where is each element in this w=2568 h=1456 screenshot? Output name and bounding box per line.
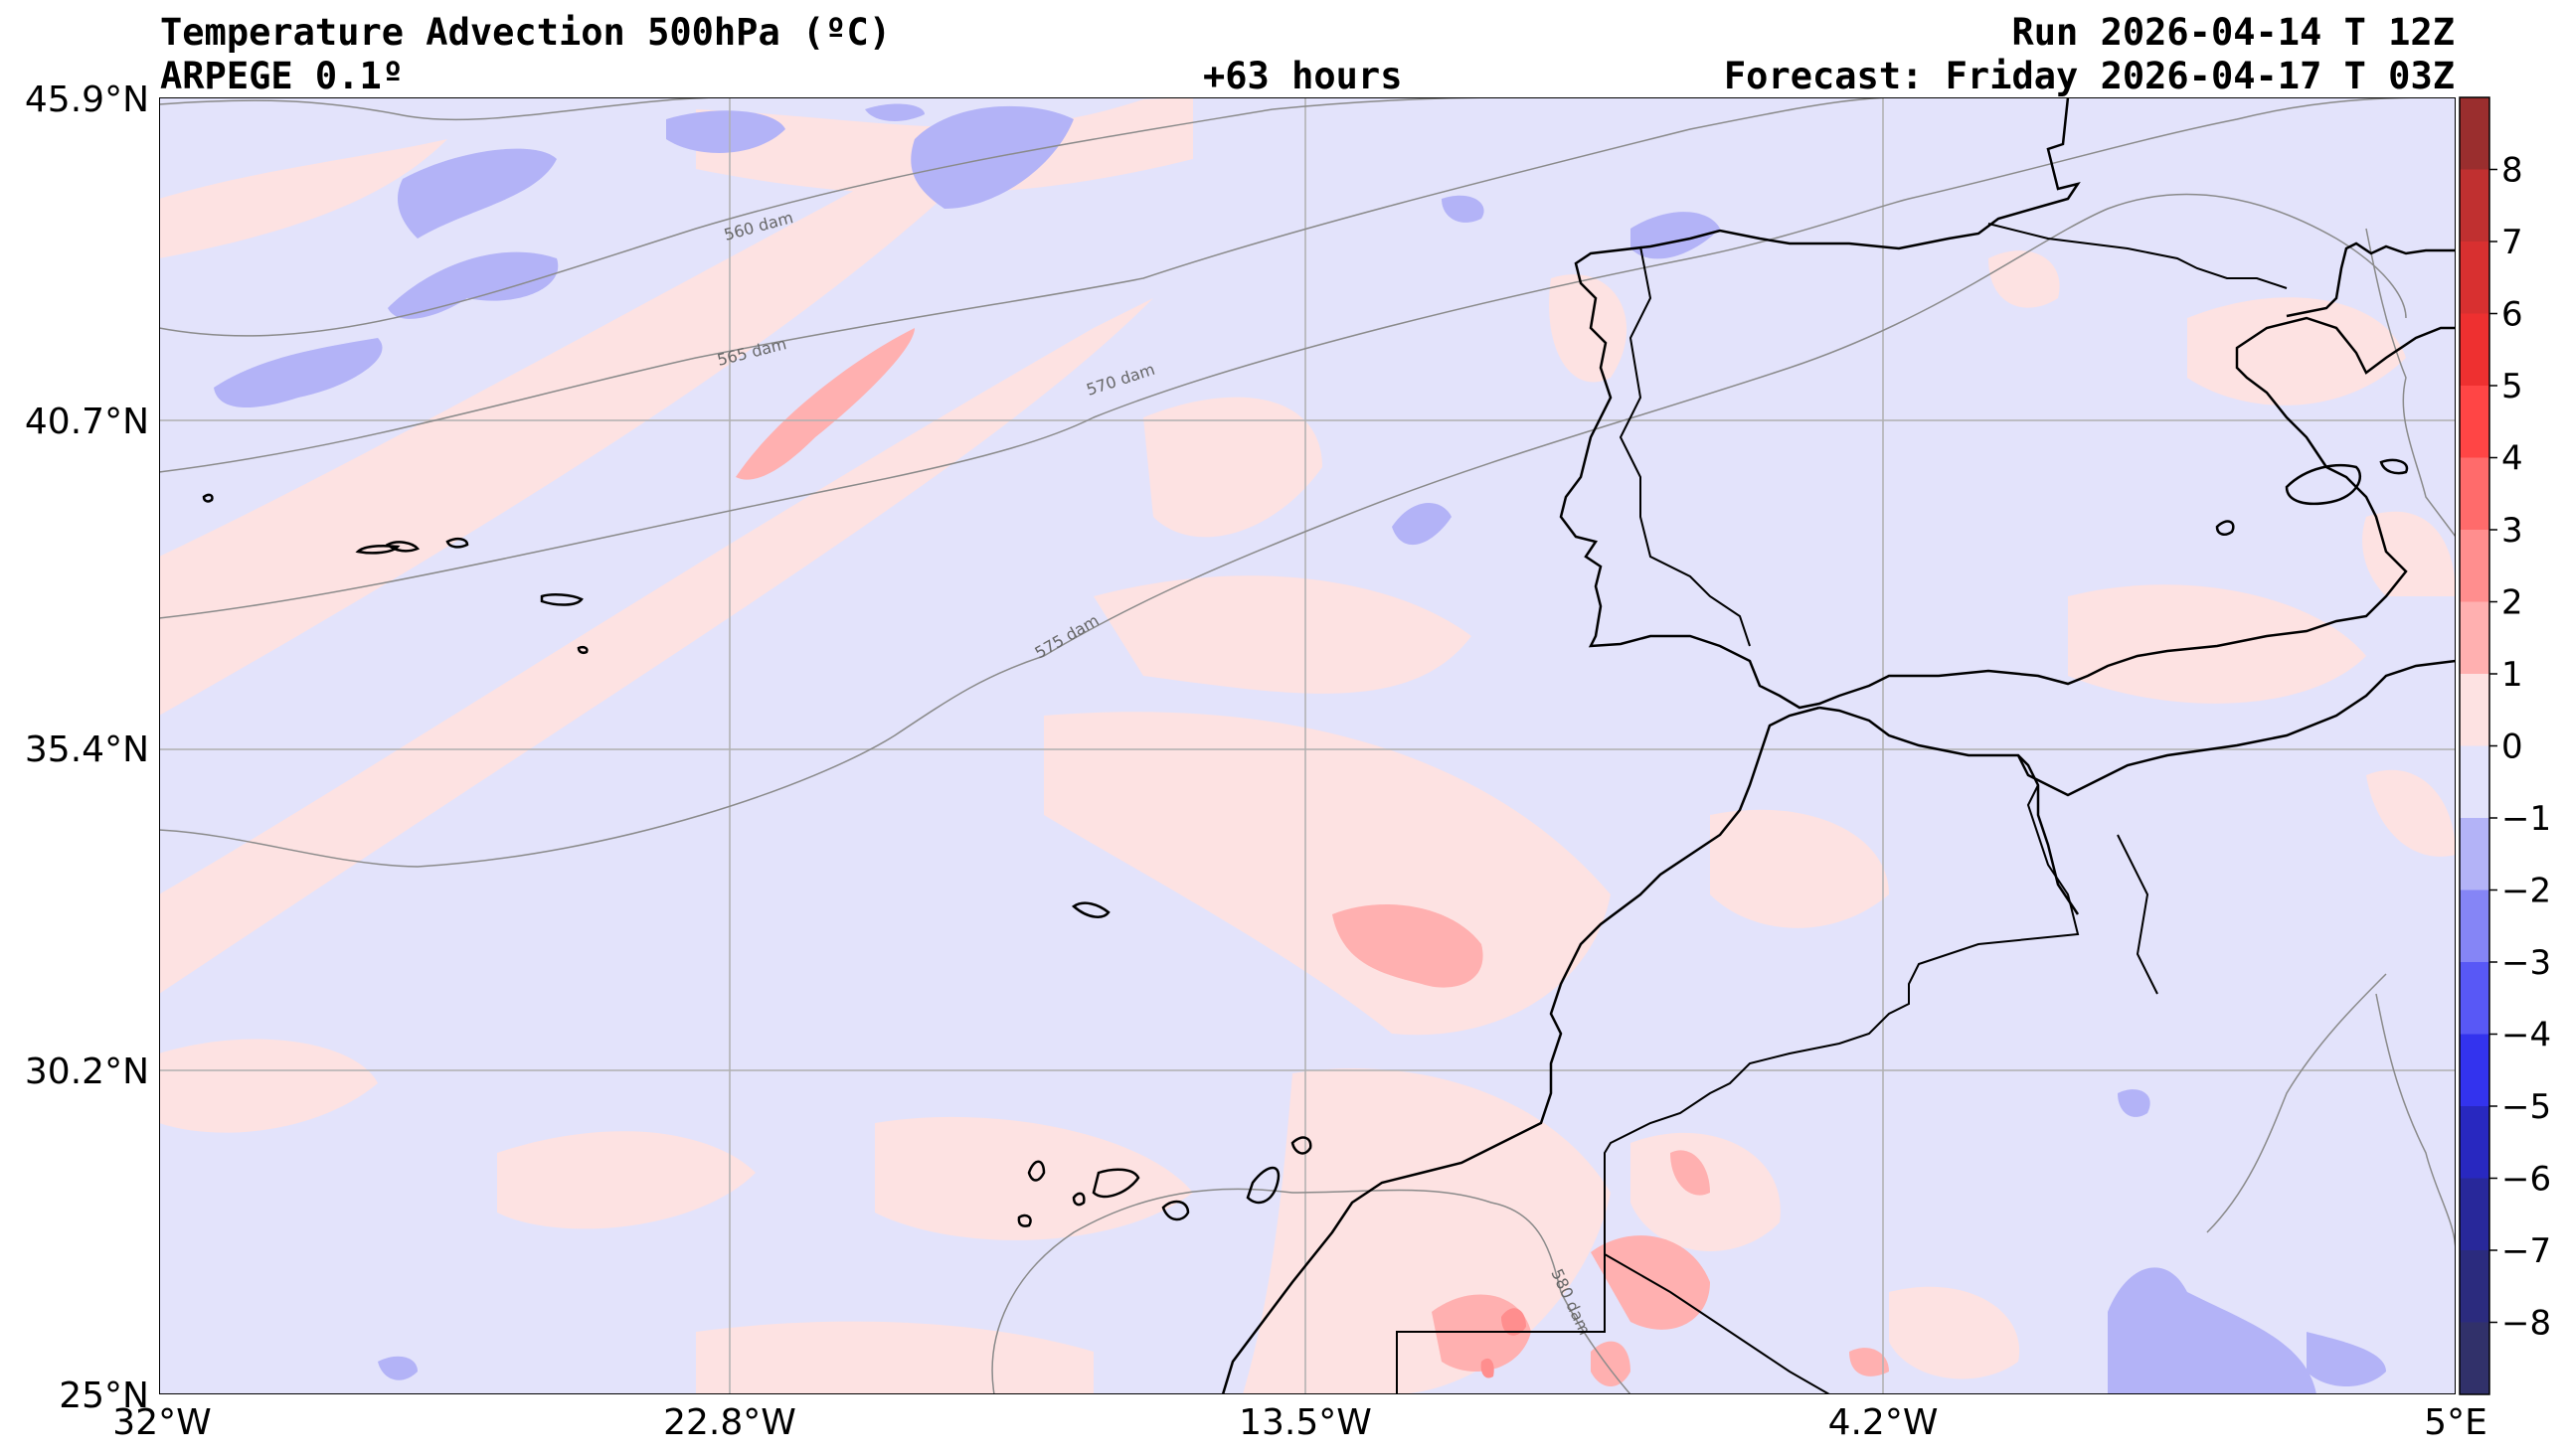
colorbar-segment xyxy=(2460,818,2489,890)
colorbar-segment xyxy=(2460,745,2489,819)
canary-7 xyxy=(1017,1213,1032,1227)
azores-1 xyxy=(355,544,401,555)
madeira xyxy=(1071,901,1111,918)
model-label: ARPEGE 0.1º xyxy=(160,55,405,97)
algeria-border-grey xyxy=(2117,834,2158,995)
lon-label: 4.2°W xyxy=(1828,1402,1939,1443)
isohypse-lines xyxy=(159,97,2456,1394)
warm-advection-strong xyxy=(1480,1308,1526,1378)
canary-4 xyxy=(1246,1166,1281,1205)
azores-4 xyxy=(540,593,584,606)
map-area: 560 dam 565 dam 570 dam 575 dam 580 dam xyxy=(159,97,2456,1394)
lon-label: 22.8°W xyxy=(663,1402,796,1443)
colorbar-tick-label: 2 xyxy=(2501,583,2523,623)
algeria-coast xyxy=(2016,659,2456,797)
colorbar-segment xyxy=(2460,1034,2489,1107)
colorbar-tick-label: −6 xyxy=(2501,1160,2551,1200)
colorbar-tick-label: −2 xyxy=(2501,872,2551,911)
morocco-algeria-border xyxy=(1604,784,2080,1254)
canary-5 xyxy=(1290,1136,1312,1155)
latitude-labels: 45.9°N 40.7°N 35.4°N 30.2°N 25°N xyxy=(25,80,149,1416)
lat-label: 30.2°N xyxy=(25,1052,149,1092)
spain-france-border xyxy=(1987,223,2288,289)
canary-6 xyxy=(1072,1192,1086,1207)
mauritania-border xyxy=(1396,1254,1606,1394)
colorbar-segment xyxy=(2460,601,2489,675)
run-label: Run 2026-04-14 T 12Z xyxy=(2011,11,2455,54)
colorbar-segment xyxy=(2460,962,2489,1035)
forecast-label: Forecast: Friday 2026-04-17 T 03Z xyxy=(1723,55,2455,97)
iberian-coast xyxy=(1559,97,2456,710)
lon-label: 5°E xyxy=(2424,1402,2487,1443)
lat-label: 45.9°N xyxy=(25,80,149,120)
colorbar-segment xyxy=(2460,457,2489,531)
colorbar-tick-label: −5 xyxy=(2501,1087,2551,1127)
azores-6 xyxy=(202,493,214,503)
colorbar-tick-label: 4 xyxy=(2501,439,2523,479)
borders xyxy=(1396,223,2288,1394)
colorbar-tick-label: 0 xyxy=(2501,728,2523,767)
lon-label: 32°W xyxy=(112,1402,211,1443)
colorbar-tick-label: −3 xyxy=(2501,943,2551,983)
colorbar-tick-label: −1 xyxy=(2501,799,2551,839)
coastlines xyxy=(202,97,2456,1394)
azores-5 xyxy=(577,645,589,655)
azores-3 xyxy=(445,537,469,549)
colorbar-segment xyxy=(2460,1250,2489,1323)
lat-label: 35.4°N xyxy=(25,729,149,770)
colorbar-tick-label: −7 xyxy=(2501,1231,2551,1271)
mali-border xyxy=(1604,1253,1830,1394)
balearic-mallorca xyxy=(2285,463,2362,506)
colorbar-tick-label: −8 xyxy=(2501,1304,2551,1344)
colorbar-tick-label: 7 xyxy=(2501,223,2523,262)
map-title: Temperature Advection 500hPa (ºC) xyxy=(160,11,892,54)
colorbar-segment xyxy=(2460,386,2489,458)
colorbar-segment xyxy=(2460,674,2489,746)
colorbar-segment xyxy=(2460,169,2489,243)
balearic-menorca xyxy=(2379,458,2409,475)
balearic-ibiza xyxy=(2215,520,2235,536)
longitude-labels: 32°W 22.8°W 13.5°W 4.2°W 5°E xyxy=(112,1402,2487,1443)
spain-portugal-border xyxy=(1619,245,1751,647)
colorbar-segment xyxy=(2460,890,2489,963)
canary-3 xyxy=(1161,1200,1190,1221)
lat-label: 25°N xyxy=(59,1375,149,1416)
canary-1 xyxy=(1027,1160,1046,1182)
colorbar-tick-label: 6 xyxy=(2501,295,2523,335)
colorbar-tick-label: 3 xyxy=(2501,511,2523,551)
colorbar-segment xyxy=(2460,242,2489,314)
colorbar-segment xyxy=(2460,97,2489,170)
azores-2 xyxy=(385,541,421,553)
lead-time: +63 hours xyxy=(1203,55,1403,97)
lat-label: 40.7°N xyxy=(25,402,149,442)
african-coast xyxy=(1221,706,1820,1394)
lon-label: 13.5°W xyxy=(1239,1402,1372,1443)
colorbar-segment xyxy=(2460,313,2489,387)
gridlines xyxy=(159,97,2456,1394)
colorbar-tick-label: 8 xyxy=(2501,151,2523,191)
colorbar-segment xyxy=(2460,530,2489,602)
colorbar-tick-label: −4 xyxy=(2501,1016,2551,1055)
colorbar: 8 7 6 5 4 3 2 1 0 −1 −2 −3 −4 −5 −6 −7 −8 xyxy=(2459,96,2551,1395)
colorbar-segment xyxy=(2460,1106,2489,1179)
colorbar-segment xyxy=(2460,1322,2489,1395)
colorbar-segment xyxy=(2460,1178,2489,1251)
france-coast xyxy=(2286,242,2456,318)
colorbar-tick-label: 5 xyxy=(2501,367,2523,406)
canary-2 xyxy=(1092,1168,1140,1199)
warm-advection-moderate xyxy=(736,328,1889,1386)
colorbar-tick-label: 1 xyxy=(2501,655,2523,695)
